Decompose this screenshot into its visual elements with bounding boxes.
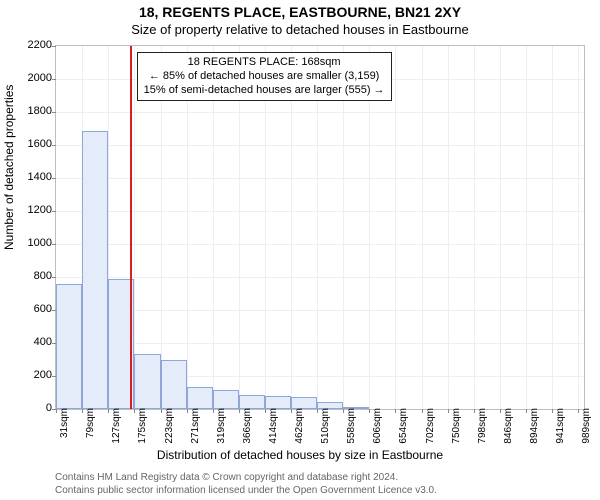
xtick-mark <box>82 409 83 413</box>
xtick-label: 79sqm <box>85 408 96 448</box>
ytick-mark <box>52 211 56 212</box>
xtick-mark <box>526 409 527 413</box>
ytick-mark <box>52 79 56 80</box>
xtick-mark <box>552 409 553 413</box>
xtick-label: 750sqm <box>451 408 462 448</box>
xtick-mark <box>369 409 370 413</box>
xtick-label: 558sqm <box>346 408 357 448</box>
xtick-mark <box>343 409 344 413</box>
histogram-bar <box>82 131 108 409</box>
xtick-mark <box>291 409 292 413</box>
xtick-label: 894sqm <box>529 408 540 448</box>
grid-line-v <box>422 46 423 409</box>
ytick-label: 200 <box>12 369 52 381</box>
grid-line-v <box>395 46 396 409</box>
ytick-mark <box>52 145 56 146</box>
xtick-label: 319sqm <box>216 408 227 448</box>
ytick-label: 600 <box>12 303 52 315</box>
ytick-label: 2200 <box>12 39 52 51</box>
xtick-label: 127sqm <box>111 408 122 448</box>
grid-line-v <box>552 46 553 409</box>
xtick-mark <box>108 409 109 413</box>
annotation-box: 18 REGENTS PLACE: 168sqm ← 85% of detach… <box>137 52 392 101</box>
x-axis-label: Distribution of detached houses by size … <box>0 448 600 462</box>
xtick-mark <box>161 409 162 413</box>
ytick-mark <box>52 277 56 278</box>
xtick-label: 414sqm <box>268 408 279 448</box>
xtick-label: 31sqm <box>59 408 70 448</box>
ytick-label: 1000 <box>12 237 52 249</box>
histogram-bar <box>187 387 213 409</box>
xtick-label: 654sqm <box>398 408 409 448</box>
xtick-mark <box>395 409 396 413</box>
histogram-bar <box>161 360 187 409</box>
grid-line-v <box>526 46 527 409</box>
annotation-line1: 18 REGENTS PLACE: 168sqm <box>144 56 385 70</box>
footer-line1: Contains HM Land Registry data © Crown c… <box>55 472 437 485</box>
xtick-mark <box>265 409 266 413</box>
ytick-label: 800 <box>12 270 52 282</box>
grid-line-v <box>474 46 475 409</box>
ytick-label: 1800 <box>12 105 52 117</box>
chart-subtitle: Size of property relative to detached ho… <box>0 22 600 37</box>
grid-line-v <box>448 46 449 409</box>
ytick-label: 1400 <box>12 171 52 183</box>
histogram-bar <box>134 354 160 409</box>
xtick-label: 223sqm <box>164 408 175 448</box>
xtick-label: 366sqm <box>242 408 253 448</box>
plot-area: 18 REGENTS PLACE: 168sqm ← 85% of detach… <box>55 45 585 410</box>
xtick-mark <box>317 409 318 413</box>
xtick-mark <box>474 409 475 413</box>
xtick-mark <box>56 409 57 413</box>
xtick-label: 606sqm <box>372 408 383 448</box>
xtick-label: 846sqm <box>503 408 514 448</box>
annotation-line3: 15% of semi-detached houses are larger (… <box>144 84 385 98</box>
histogram-bar <box>213 390 239 409</box>
xtick-label: 271sqm <box>190 408 201 448</box>
xtick-mark <box>578 409 579 413</box>
grid-line-v <box>500 46 501 409</box>
xtick-mark <box>448 409 449 413</box>
ytick-mark <box>52 112 56 113</box>
ytick-label: 1200 <box>12 204 52 216</box>
xtick-label: 462sqm <box>294 408 305 448</box>
xtick-mark <box>239 409 240 413</box>
xtick-mark <box>187 409 188 413</box>
xtick-label: 175sqm <box>137 408 148 448</box>
xtick-label: 798sqm <box>477 408 488 448</box>
xtick-mark <box>500 409 501 413</box>
ytick-mark <box>52 46 56 47</box>
annotation-line2: ← 85% of detached houses are smaller (3,… <box>144 70 385 84</box>
xtick-mark <box>422 409 423 413</box>
ytick-mark <box>52 244 56 245</box>
footer-line2: Contains public sector information licen… <box>55 485 437 498</box>
chart-title: 18, REGENTS PLACE, EASTBOURNE, BN21 2XY <box>0 4 600 20</box>
xtick-mark <box>134 409 135 413</box>
chart-container: 18, REGENTS PLACE, EASTBOURNE, BN21 2XY … <box>0 0 600 500</box>
reference-line <box>130 46 132 409</box>
xtick-label: 989sqm <box>581 408 592 448</box>
histogram-bar <box>56 284 82 409</box>
xtick-mark <box>213 409 214 413</box>
histogram-bar <box>239 395 265 409</box>
xtick-label: 510sqm <box>320 408 331 448</box>
grid-line-v <box>578 46 579 409</box>
chart-footer: Contains HM Land Registry data © Crown c… <box>55 472 437 497</box>
ytick-label: 2000 <box>12 72 52 84</box>
xtick-label: 941sqm <box>555 408 566 448</box>
xtick-label: 702sqm <box>425 408 436 448</box>
ytick-label: 400 <box>12 336 52 348</box>
ytick-label: 1600 <box>12 138 52 150</box>
ytick-label: 0 <box>12 402 52 414</box>
ytick-mark <box>52 178 56 179</box>
